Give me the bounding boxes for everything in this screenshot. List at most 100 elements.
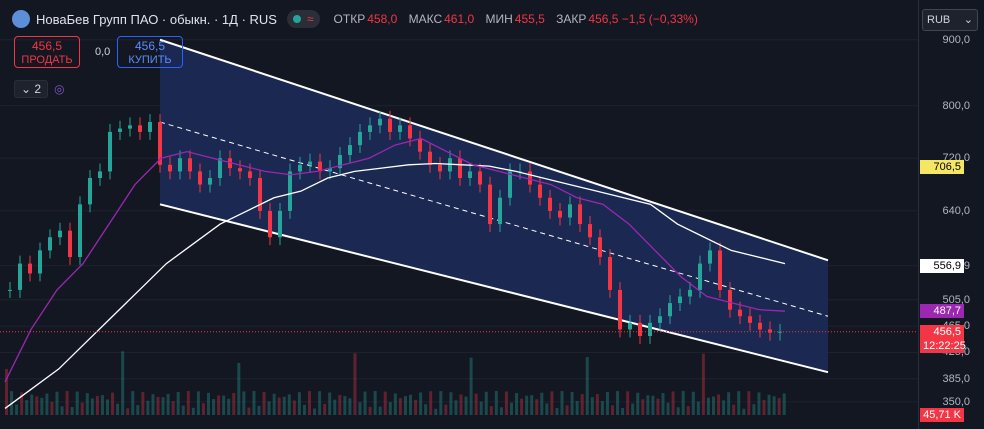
volume-bar bbox=[439, 391, 443, 415]
channel-mid-line bbox=[159, 121, 829, 317]
volume-bar bbox=[605, 391, 609, 415]
volume-bar bbox=[429, 391, 433, 415]
open-label: ОТКР bbox=[333, 12, 366, 26]
volume-bar bbox=[277, 397, 281, 415]
candle-body bbox=[68, 230, 72, 257]
sync-icon[interactable]: ◎ bbox=[54, 82, 65, 96]
channel-upper-line bbox=[159, 38, 829, 262]
candle-body bbox=[688, 289, 692, 297]
candle-body bbox=[138, 125, 142, 132]
indicators-count: 2 bbox=[34, 82, 42, 96]
candle-body bbox=[348, 145, 352, 155]
volume-bar bbox=[479, 401, 483, 415]
volume-bar bbox=[65, 391, 69, 415]
volume-bar bbox=[656, 398, 660, 415]
symbol-title[interactable]: НоваБев Групп ПАО · обыкн. · 1Д · RUS bbox=[36, 11, 277, 27]
candle-body bbox=[568, 204, 572, 218]
volume-bar bbox=[50, 401, 54, 415]
volume-bar bbox=[777, 398, 781, 415]
volume-bar bbox=[85, 393, 89, 415]
candle-body bbox=[388, 118, 392, 132]
volume-bar bbox=[323, 403, 327, 415]
candle-body bbox=[198, 171, 202, 185]
volume-bar bbox=[737, 391, 741, 415]
candle-body bbox=[418, 138, 422, 152]
buy-button[interactable]: 456,5 КУПИТЬ bbox=[117, 36, 183, 68]
candle-body bbox=[648, 322, 652, 336]
sell-price: 456,5 bbox=[31, 39, 63, 53]
volume-bar bbox=[525, 395, 529, 415]
candle-body bbox=[458, 158, 462, 178]
volume-bar bbox=[333, 399, 337, 415]
volume-bar bbox=[207, 392, 210, 415]
sell-button[interactable]: 456,5 ПРОДАТЬ bbox=[14, 36, 80, 68]
volume-bar bbox=[686, 406, 690, 415]
candle-body bbox=[678, 296, 682, 304]
indicators-toggle[interactable]: ⌄ 2 ◎ bbox=[14, 80, 65, 98]
volume-bar bbox=[45, 393, 49, 415]
candle-body bbox=[128, 125, 132, 129]
candle-body bbox=[108, 131, 112, 172]
open-value: 458,0 bbox=[367, 12, 398, 26]
volume-bar bbox=[338, 394, 342, 415]
candle-body bbox=[188, 158, 192, 172]
buy-price: 456,5 bbox=[134, 39, 166, 53]
volume-bar bbox=[590, 397, 594, 415]
candle-body bbox=[248, 171, 252, 178]
axis-tick: 900,0 bbox=[942, 33, 970, 46]
candle-body bbox=[168, 164, 172, 172]
volume-bar bbox=[30, 394, 34, 415]
volume-bar bbox=[106, 399, 109, 415]
volume-bar bbox=[348, 398, 352, 415]
price-chart[interactable] bbox=[0, 0, 918, 429]
volume-bar bbox=[681, 391, 685, 415]
ma-short-tag: 487,7 bbox=[920, 304, 964, 319]
axis-tick: 385,0 bbox=[942, 372, 970, 385]
volume-bar bbox=[302, 404, 306, 415]
candle-body bbox=[718, 250, 722, 290]
volume-bar bbox=[242, 391, 246, 415]
volume-bar bbox=[368, 406, 372, 415]
candle-body bbox=[578, 204, 582, 225]
volume-bar bbox=[100, 395, 104, 415]
volume-bar bbox=[363, 391, 367, 415]
volume-bar bbox=[313, 408, 317, 415]
ma-long-tag: 706,5 bbox=[920, 160, 964, 175]
volume-bar bbox=[80, 402, 84, 415]
volume-bar bbox=[227, 398, 231, 415]
currency-select[interactable]: RUB ⌄ bbox=[922, 9, 978, 31]
candle-body bbox=[328, 168, 332, 172]
volume-bar bbox=[373, 391, 377, 415]
volume-bar bbox=[318, 391, 322, 415]
market-status[interactable]: ≈ bbox=[286, 10, 320, 28]
price-axis[interactable]: 900,0800,0720,0640,0556,9505,0465,0425,0… bbox=[918, 0, 984, 429]
candle-body bbox=[618, 289, 622, 330]
candle-body bbox=[238, 168, 242, 172]
volume-bar bbox=[146, 400, 150, 415]
volume-bar bbox=[212, 399, 216, 415]
volume-bar bbox=[5, 369, 8, 415]
close-label: ЗАКР bbox=[556, 12, 587, 26]
volume-bar bbox=[504, 391, 508, 415]
volume-bar bbox=[383, 391, 387, 415]
candle-body bbox=[608, 257, 612, 290]
candle-body bbox=[628, 322, 632, 330]
candle-body bbox=[548, 197, 552, 211]
volume-bar bbox=[353, 353, 357, 415]
candle-body bbox=[278, 210, 282, 238]
axis-tick: 640,0 bbox=[942, 204, 970, 217]
candle-body bbox=[218, 158, 222, 178]
volume-bar bbox=[297, 392, 301, 415]
volume-bar bbox=[90, 398, 94, 415]
volume-bar bbox=[328, 392, 332, 415]
volume-bar bbox=[600, 400, 604, 415]
volume-bar bbox=[555, 408, 559, 415]
indicators-collapse-button[interactable]: ⌄ 2 bbox=[14, 80, 49, 98]
volume-bar bbox=[267, 401, 271, 415]
volume-bar bbox=[550, 391, 554, 415]
volume-bar bbox=[166, 393, 170, 415]
volume-bar bbox=[141, 392, 145, 415]
volume-bar bbox=[489, 406, 493, 415]
volume-bar bbox=[15, 404, 19, 415]
volume-bar bbox=[510, 402, 513, 415]
